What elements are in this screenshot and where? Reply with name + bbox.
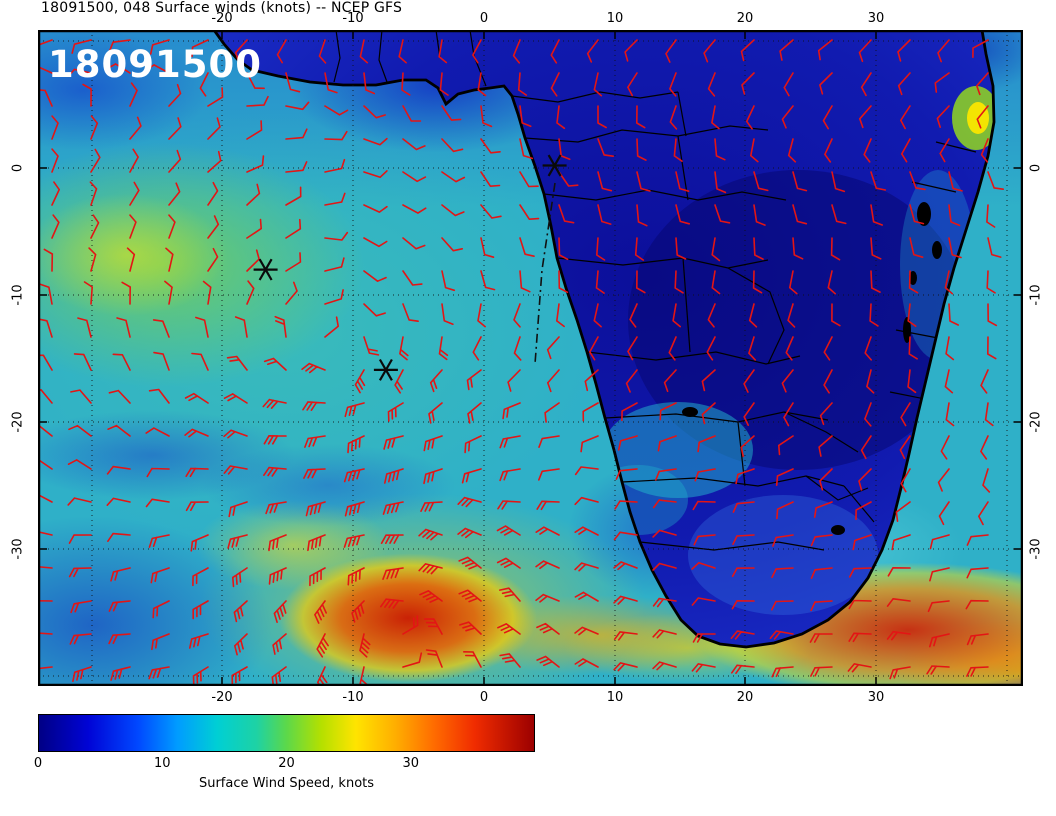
colorbar: 0 10 20 30 Surface Wind Speed, knots [34,714,535,791]
map-canvas [38,30,1023,686]
top-axis-tick-5: 30 [867,11,885,26]
lakes [491,127,942,535]
left-axis-tick-1: -10 [10,284,26,306]
wind-barbs [38,39,1004,686]
latlon-grid [38,30,1023,686]
bottom-axis-tick-5: 30 [867,690,885,705]
right-axis-tick-1: -10 [1028,284,1044,306]
colorbar-gradient [38,714,535,752]
bottom-axis-tick-4: 20 [736,690,754,705]
right-axis-tick-2: -20 [1028,411,1044,433]
plot-frame [38,30,1023,686]
top-axis-tick-2: 0 [479,11,489,26]
colorbar-tick-2: 20 [278,756,295,771]
timestamp-label: 18091500 [48,43,262,86]
land-detail [333,30,994,615]
left-axis-tick-0: 0 [10,163,26,173]
top-axis-tick-4: 20 [736,11,754,26]
left-axis-tick-2: -20 [10,411,26,433]
bottom-axis-tick-2: 0 [479,690,489,705]
colorbar-label: Surface Wind Speed, knots [198,776,375,791]
coastline [212,30,996,649]
colorbar-tick-1: 10 [154,756,171,771]
top-axis-tick-3: 10 [606,11,624,26]
bottom-axis-tick-3: 10 [606,690,624,705]
markers [253,154,567,381]
right-axis-tick-3: -30 [1028,538,1044,560]
plot-title: 18091500, 048 Surface winds (knots) -- N… [41,0,403,16]
colorbar-tick-3: 30 [402,756,420,771]
map-frame: 18091500 [38,30,1023,686]
bottom-axis-tick-0: -20 [211,690,233,705]
frame-ticks [40,32,1021,684]
left-axis-tick-3: -30 [10,538,26,560]
colorbar-tick-0: 0 [33,756,43,771]
right-axis-tick-0: 0 [1028,163,1044,173]
bottom-axis-tick-1: -10 [342,690,364,705]
